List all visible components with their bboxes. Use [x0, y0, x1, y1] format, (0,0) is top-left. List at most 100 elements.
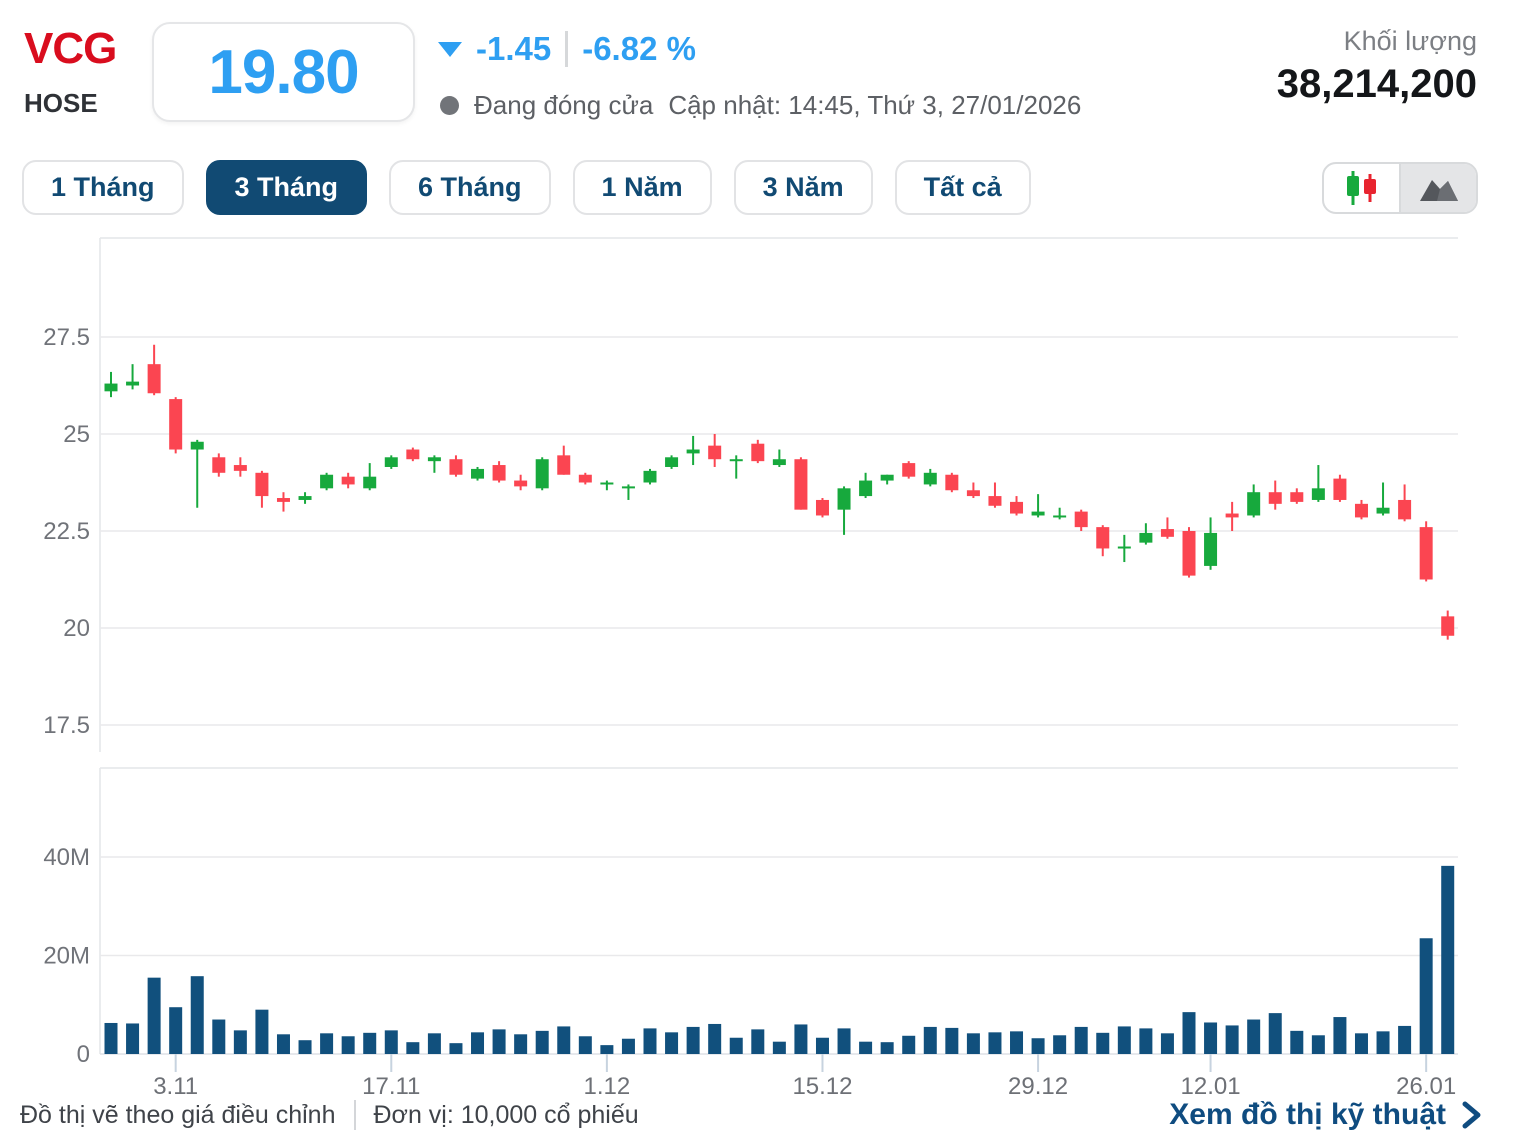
area-chart-toggle-button[interactable]	[1399, 164, 1476, 212]
date-label: 15.12	[792, 1073, 852, 1100]
price-tick-label: 20	[63, 615, 90, 642]
price-tick-label: 17.5	[43, 712, 90, 739]
candle-down	[794, 459, 808, 510]
volume-bar	[1333, 1017, 1347, 1054]
candle-down	[578, 474, 592, 483]
candle-up	[190, 441, 204, 450]
volume-bar	[837, 1028, 851, 1054]
date-label: 17.11	[362, 1073, 420, 1100]
status-dot-icon	[440, 96, 459, 115]
candle-down	[233, 465, 247, 471]
candle-down	[945, 474, 959, 491]
volume-bar	[966, 1033, 980, 1054]
candle-down	[966, 490, 980, 497]
price-change-row: -1.45 -6.82 %	[438, 30, 696, 68]
tab-1-year[interactable]: 1 Năm	[572, 160, 712, 215]
candle-down	[1225, 513, 1239, 518]
candle-down	[1398, 499, 1412, 520]
candlestick-toggle-button[interactable]	[1324, 164, 1399, 212]
candle-up	[1311, 488, 1325, 500]
tab-3-years[interactable]: 3 Năm	[733, 160, 873, 215]
volume-bar	[859, 1041, 873, 1054]
candle-down	[341, 476, 355, 485]
volume-bar	[233, 1030, 247, 1054]
candle-up	[126, 381, 140, 386]
price-tick-label: 27.5	[43, 324, 90, 351]
volume-bar	[449, 1043, 463, 1054]
triangle-down-icon	[438, 41, 462, 57]
candle-up	[686, 449, 700, 454]
volume-bar	[729, 1037, 743, 1054]
volume-bar	[621, 1038, 635, 1054]
period-tabs: 1 Tháng 3 Tháng 6 Tháng 1 Năm 3 Năm Tất …	[22, 160, 1031, 215]
volume-bar	[514, 1034, 528, 1054]
tab-3-months[interactable]: 3 Tháng	[205, 160, 368, 215]
candle-up	[729, 459, 743, 462]
price-change-percent: -6.82 %	[582, 30, 696, 67]
candle-up	[535, 459, 549, 489]
candle-down	[751, 443, 765, 462]
volume-bar	[945, 1027, 959, 1054]
volume-bar	[1010, 1031, 1024, 1054]
candle-down	[492, 465, 506, 481]
tab-1-month[interactable]: 1 Tháng	[22, 160, 184, 215]
candle-up	[104, 383, 118, 392]
date-label: 29.12	[1008, 1073, 1068, 1100]
candle-up	[772, 459, 786, 466]
volume-tick-label: 0	[77, 1041, 90, 1068]
candle-down	[276, 498, 290, 502]
volume-bar	[1053, 1035, 1067, 1054]
candle-up	[880, 474, 894, 481]
date-label: 3.11	[153, 1073, 198, 1100]
candle-up	[1117, 546, 1131, 549]
volume-bar	[190, 976, 204, 1054]
volume-bar	[427, 1033, 441, 1054]
volume-bar	[406, 1042, 420, 1054]
last-price-box: 19.80	[152, 22, 415, 122]
volume-bar	[104, 1022, 118, 1054]
candle-down	[1354, 503, 1368, 518]
exchange-name: HOSE	[24, 88, 98, 118]
candle-down	[902, 463, 916, 477]
candle-down	[1096, 527, 1110, 549]
volume-bar	[1354, 1033, 1368, 1054]
volume-bar	[1441, 865, 1455, 1054]
candle-down	[557, 455, 571, 475]
candle-down	[1441, 616, 1455, 636]
volume-bar	[1268, 1013, 1282, 1054]
volume-bar	[557, 1026, 571, 1054]
volume-bar	[1096, 1032, 1110, 1054]
candlestick-icon	[1346, 171, 1376, 205]
technical-chart-link-label: Xem đồ thị kỹ thuật	[1169, 1098, 1446, 1131]
candle-down	[169, 399, 183, 450]
volume-bar	[126, 1023, 140, 1054]
tab-all[interactable]: Tất cả	[894, 160, 1031, 215]
candle-up	[1053, 515, 1067, 518]
volume-bar	[1139, 1028, 1153, 1054]
technical-chart-link[interactable]: Xem đồ thị kỹ thuật	[1169, 1098, 1482, 1132]
volume-bar	[471, 1032, 485, 1054]
volume-value: 38,214,200	[1276, 62, 1477, 106]
candle-down	[449, 459, 463, 475]
date-label: 1.12	[584, 1073, 631, 1100]
volume-bar	[578, 1036, 592, 1054]
candle-up	[837, 488, 851, 510]
volume-bar	[708, 1023, 722, 1054]
price-tick-label: 25	[63, 421, 90, 448]
volume-bar	[1204, 1022, 1218, 1054]
candle-up	[320, 474, 334, 489]
volume-bar	[751, 1029, 765, 1054]
volume-bar	[988, 1032, 1002, 1054]
volume-bar	[1160, 1033, 1174, 1054]
volume-bar	[880, 1042, 894, 1054]
tab-6-months[interactable]: 6 Tháng	[389, 160, 551, 215]
candle-down	[212, 457, 226, 473]
candle-up	[298, 496, 312, 500]
candle-down	[1010, 501, 1024, 514]
candle-up	[1247, 492, 1261, 516]
volume-bar	[772, 1041, 786, 1054]
candle-down	[147, 364, 161, 394]
last-price: 19.80	[208, 37, 359, 107]
last-updated: Cập nhật: 14:45, Thứ 3, 27/01/2026	[668, 90, 1082, 120]
candle-up	[427, 457, 441, 462]
